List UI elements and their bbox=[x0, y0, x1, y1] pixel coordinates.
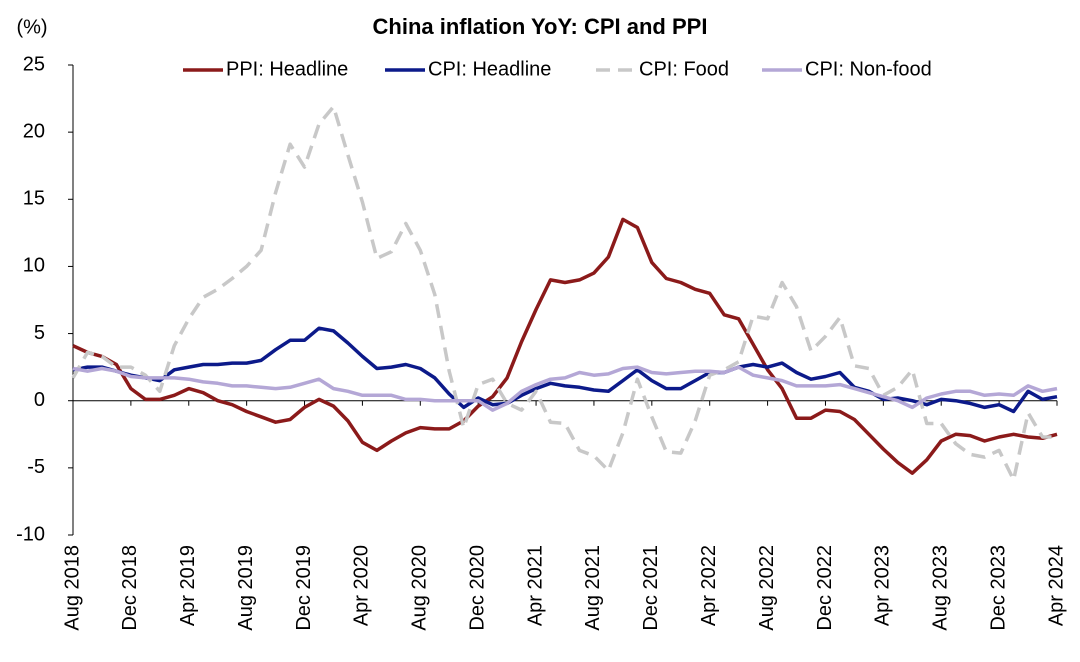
y-tick-label: 15 bbox=[23, 188, 45, 210]
chart-title: China inflation YoY: CPI and PPI bbox=[373, 14, 708, 39]
x-tick-label: Apr 2020 bbox=[351, 545, 373, 626]
x-tick-label: Aug 2018 bbox=[61, 545, 83, 631]
x-tick-label: Dec 2020 bbox=[466, 545, 488, 631]
series-line bbox=[72, 365, 1058, 412]
y-axis-label: (%) bbox=[16, 16, 47, 38]
x-tick-label: Dec 2019 bbox=[293, 545, 315, 631]
y-tick-label: 10 bbox=[23, 255, 45, 277]
x-tick-label: Apr 2024 bbox=[1045, 545, 1067, 626]
x-tick-label: Aug 2023 bbox=[930, 545, 952, 631]
x-tick-label: Apr 2022 bbox=[698, 545, 720, 626]
y-tick-label: 25 bbox=[23, 53, 45, 75]
x-tick-label: Aug 2021 bbox=[582, 545, 604, 631]
y-tick-label: 0 bbox=[34, 389, 45, 411]
x-tick-label: Apr 2021 bbox=[524, 545, 546, 626]
y-tick-label: -5 bbox=[27, 456, 45, 478]
x-tick-label: Aug 2020 bbox=[409, 545, 431, 631]
x-tick-label: Apr 2023 bbox=[872, 545, 894, 626]
legend-label: CPI: Non-food bbox=[805, 58, 932, 80]
y-tick-label: -10 bbox=[16, 523, 45, 545]
x-tick-label: Apr 2019 bbox=[177, 545, 199, 626]
legend-label: CPI: Headline bbox=[428, 58, 551, 80]
legend-label: CPI: Food bbox=[639, 58, 729, 80]
legend-label: PPI: Headline bbox=[226, 58, 348, 80]
y-tick-label: 5 bbox=[34, 322, 45, 344]
x-tick-label: Aug 2022 bbox=[756, 545, 778, 631]
x-tick-label: Dec 2021 bbox=[640, 545, 662, 631]
x-tick-label: Dec 2023 bbox=[987, 545, 1009, 631]
x-tick-label: Aug 2019 bbox=[235, 545, 257, 631]
x-tick-label: Dec 2022 bbox=[814, 545, 836, 631]
series-line bbox=[72, 326, 1058, 414]
series-line bbox=[72, 217, 1058, 475]
y-tick-label: 20 bbox=[23, 120, 45, 142]
series-line bbox=[71, 104, 1057, 482]
x-tick-label: Dec 2018 bbox=[119, 545, 141, 631]
